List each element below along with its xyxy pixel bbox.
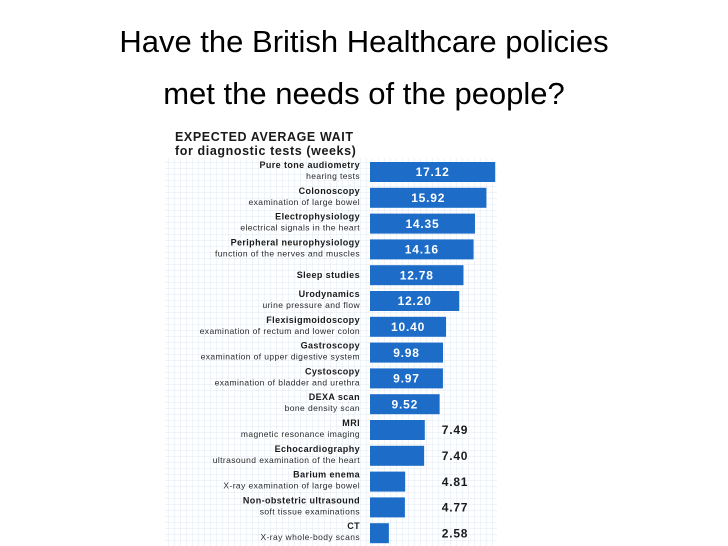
value-label: 9.52 xyxy=(392,397,419,411)
value-label: 9.98 xyxy=(393,346,420,360)
bar xyxy=(370,291,460,311)
bar xyxy=(370,523,389,544)
slide-title: met the needs of the people? xyxy=(163,76,565,111)
category-description: examination of large bowel xyxy=(248,197,360,207)
bar xyxy=(370,471,406,492)
value-label: 14.16 xyxy=(405,243,439,257)
category-description: soft tissue examinations xyxy=(260,506,360,516)
chart-title: EXPECTED AVERAGE WAIT xyxy=(175,130,354,144)
value-label: 15.92 xyxy=(411,191,445,205)
value-label: 7.49 xyxy=(442,423,469,437)
category-description: function of the nerves and muscles xyxy=(215,248,360,258)
category-label: CT xyxy=(347,521,360,531)
category-description: X-ray whole-body scans xyxy=(260,532,360,542)
value-label: 4.77 xyxy=(442,501,469,515)
category-label: Electrophysiology xyxy=(275,212,360,222)
category-label: DEXA scan xyxy=(309,392,360,402)
value-label: 9.97 xyxy=(393,372,420,386)
category-description: electrical signals in the heart xyxy=(240,223,360,233)
category-label: Cystoscopy xyxy=(305,366,360,376)
bar xyxy=(370,368,443,389)
value-label: 4.81 xyxy=(442,475,469,489)
bar xyxy=(370,316,447,337)
bar xyxy=(370,239,474,260)
category-description: examination of bladder and urethra xyxy=(215,377,360,387)
value-label: 12.20 xyxy=(398,294,432,308)
value-label: 7.40 xyxy=(442,449,469,463)
category-description: hearing tests xyxy=(306,171,360,181)
bar xyxy=(370,213,475,234)
category-label: Peripheral neurophysiology xyxy=(231,237,360,247)
value-label: 2.58 xyxy=(442,526,469,540)
category-label: MRI xyxy=(342,418,360,428)
category-label: Colonoscopy xyxy=(299,186,360,196)
category-description: ultrasound examination of the heart xyxy=(213,455,360,465)
category-label: Echocardiography xyxy=(275,444,360,454)
value-label: 17.12 xyxy=(416,165,450,179)
category-label: Sleep studies xyxy=(297,270,360,280)
bar xyxy=(370,187,487,208)
category-description: urine pressure and flow xyxy=(262,300,360,310)
bar xyxy=(370,497,405,518)
chart-subtitle: for diagnostic tests (weeks) xyxy=(175,144,356,158)
category-description: examination of rectum and lower colon xyxy=(200,326,360,336)
value-label: 12.78 xyxy=(400,268,434,282)
value-label: 14.35 xyxy=(405,217,439,231)
category-label: Gastroscopy xyxy=(301,341,360,351)
category-description: examination of upper digestive system xyxy=(201,352,360,362)
category-label: Flexisigmoidoscopy xyxy=(266,315,360,325)
bar xyxy=(370,342,443,363)
category-label: Urodynamics xyxy=(299,289,360,299)
bar xyxy=(370,265,464,286)
value-label: 10.40 xyxy=(391,320,425,334)
category-description: magnetic resonance imaging xyxy=(241,429,360,439)
category-description: X-ray examination of large bowel xyxy=(223,481,360,491)
category-label: Barium enema xyxy=(293,470,360,480)
bar xyxy=(370,445,425,466)
category-label: Pure tone audiometry xyxy=(259,160,360,170)
slide-title: Have the British Healthcare policies xyxy=(119,24,608,59)
bar xyxy=(370,420,425,440)
bar xyxy=(370,394,440,415)
bar xyxy=(370,162,496,182)
category-description: bone density scan xyxy=(285,403,360,413)
category-label: Non-obstetric ultrasound xyxy=(243,495,360,505)
